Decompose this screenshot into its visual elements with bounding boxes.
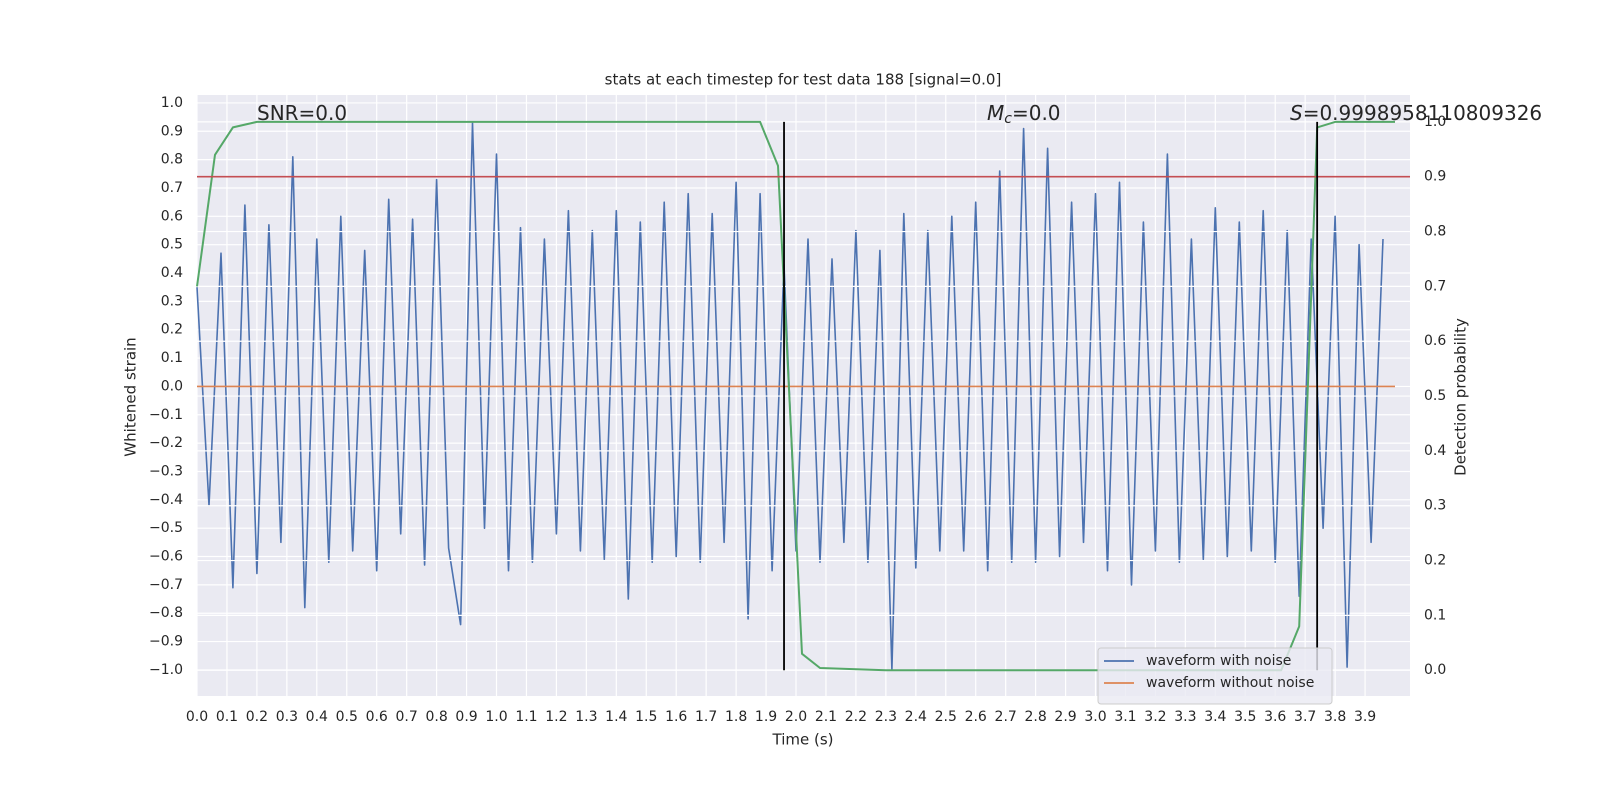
y2-tick-label: 0.4 — [1424, 443, 1446, 459]
series-layer-y2 — [196, 120, 1410, 672]
x-tick-label: 1.3 — [575, 709, 597, 725]
annotation-symbol: M — [987, 101, 1004, 125]
x-tick-label: 2.0 — [785, 709, 807, 725]
y-tick-label: 0.1 — [161, 350, 183, 366]
y-tick-label: −0.9 — [149, 634, 183, 650]
x-tick-label: 3.1 — [1114, 709, 1136, 725]
y-tick-label: −0.1 — [149, 407, 183, 423]
x-tick-label: 2.5 — [935, 709, 957, 725]
x-tick-label: 2.7 — [995, 709, 1017, 725]
x-tick-label: 3.2 — [1144, 709, 1166, 725]
x-tick-label: 1.6 — [665, 709, 687, 725]
x-tick-label: 0.3 — [276, 709, 298, 725]
annotation: S=0.9998958110809326 — [1290, 101, 1542, 125]
y-tick-label: 0.3 — [161, 293, 183, 309]
x-tick-label: 0.6 — [366, 709, 388, 725]
y2-tick-label: 0.9 — [1424, 169, 1446, 185]
x-tick-label: 1.7 — [695, 709, 717, 725]
y-tick-label: −0.3 — [149, 463, 183, 479]
y-tick-label: 1.0 — [161, 95, 183, 111]
y2-axis-label: Detection probability — [1452, 318, 1470, 476]
annotation-text: SNR=0.0 — [257, 101, 347, 125]
y2-tick-label: 0.0 — [1424, 662, 1446, 678]
x-tick-label: 1.0 — [485, 709, 507, 725]
y2-tick-label: 0.3 — [1424, 498, 1446, 514]
legend-box — [1097, 647, 1333, 705]
x-tick-label: 1.9 — [755, 709, 777, 725]
annotation-text: =0.9998958110809326 — [1303, 101, 1542, 125]
y2-tick-label: 0.2 — [1424, 553, 1446, 569]
legend-label: waveform with noise — [1146, 653, 1291, 669]
y-tick-label: 0.8 — [161, 152, 183, 168]
y-tick-label: −0.6 — [149, 549, 183, 565]
x-tick-label: 3.5 — [1234, 709, 1256, 725]
labels: 0.0 0.1 0.2 0.3 0.4 0.5 0.6 0.7 0.8 0.9 1.0 1.1 1.2 1… — [149, 95, 1542, 725]
grid-y2 — [197, 121, 1410, 671]
x-tick-label: 2.4 — [905, 709, 927, 725]
y-tick-label: 0.5 — [161, 237, 183, 253]
legend: waveform with noise waveform without nois… — [1097, 647, 1333, 705]
y-tick-label: −0.5 — [149, 520, 183, 536]
y-tick-label: −0.2 — [149, 435, 183, 451]
x-tick-label: 0.8 — [425, 709, 447, 725]
y2-tick-label: 0.6 — [1424, 333, 1446, 349]
x-tick-label: 0.5 — [336, 709, 358, 725]
annotation: SNR=0.0 — [257, 101, 347, 125]
x-tick-label: 0.2 — [246, 709, 268, 725]
x-tick-label: 3.6 — [1264, 709, 1286, 725]
y-tick-label: 0.0 — [161, 378, 183, 394]
x-tick-label: 3.0 — [1084, 709, 1106, 725]
y-tick-label: −0.7 — [149, 577, 183, 593]
annotation-symbol: S — [1290, 101, 1303, 125]
x-tick-label: 2.3 — [875, 709, 897, 725]
y-axis-label: Whitened strain — [122, 337, 140, 456]
y-tick-label: 0.6 — [161, 208, 183, 224]
y-tick-label: 0.7 — [161, 180, 183, 196]
x-tick-label: 3.3 — [1174, 709, 1196, 725]
x-tick-label: 1.2 — [545, 709, 567, 725]
x-tick-label: 1.8 — [725, 709, 747, 725]
y2-tick-label: 0.7 — [1424, 278, 1446, 294]
series-line — [196, 120, 1395, 672]
annotation-subscript: c — [1004, 111, 1012, 127]
y2-tick-label: 0.1 — [1424, 607, 1446, 623]
y2-tick-label: 0.8 — [1424, 224, 1446, 240]
chart-title: stats at each timestep for test data 188… — [605, 71, 1002, 89]
x-axis-label: Time (s) — [772, 731, 834, 749]
y-tick-label: −1.0 — [149, 662, 183, 678]
x-tick-label: 0.0 — [186, 709, 208, 725]
y-tick-label: 0.4 — [161, 265, 183, 281]
y-tick-label: −0.4 — [149, 492, 183, 508]
annotation: Mc=0.0 — [987, 101, 1061, 128]
x-tick-label: 0.4 — [306, 709, 328, 725]
x-tick-label: 1.5 — [635, 709, 657, 725]
legend-label: waveform without noise — [1146, 675, 1314, 691]
x-tick-label: 3.7 — [1294, 709, 1316, 725]
y-tick-label: 0.2 — [161, 322, 183, 338]
x-tick-label: 0.1 — [216, 709, 238, 725]
x-tick-label: 0.7 — [396, 709, 418, 725]
y2-tick-label: 0.5 — [1424, 388, 1446, 404]
x-tick-label: 1.1 — [515, 709, 537, 725]
x-tick-label: 0.9 — [455, 709, 477, 725]
x-tick-label: 3.4 — [1204, 709, 1226, 725]
x-tick-label: 2.6 — [965, 709, 987, 725]
y-tick-label: 0.9 — [161, 123, 183, 139]
x-tick-label: 2.8 — [1024, 709, 1046, 725]
y2-tick-label: 1.0 — [1424, 114, 1446, 130]
x-tick-label: 2.2 — [845, 709, 867, 725]
x-tick-label: 2.1 — [815, 709, 837, 725]
x-tick-label: 3.8 — [1324, 709, 1346, 725]
y-tick-label: −0.8 — [149, 605, 183, 621]
annotation-text: =0.0 — [1012, 101, 1061, 125]
x-tick-label: 2.9 — [1054, 709, 1076, 725]
x-tick-label: 3.9 — [1354, 709, 1376, 725]
x-tick-label: 1.4 — [605, 709, 627, 725]
